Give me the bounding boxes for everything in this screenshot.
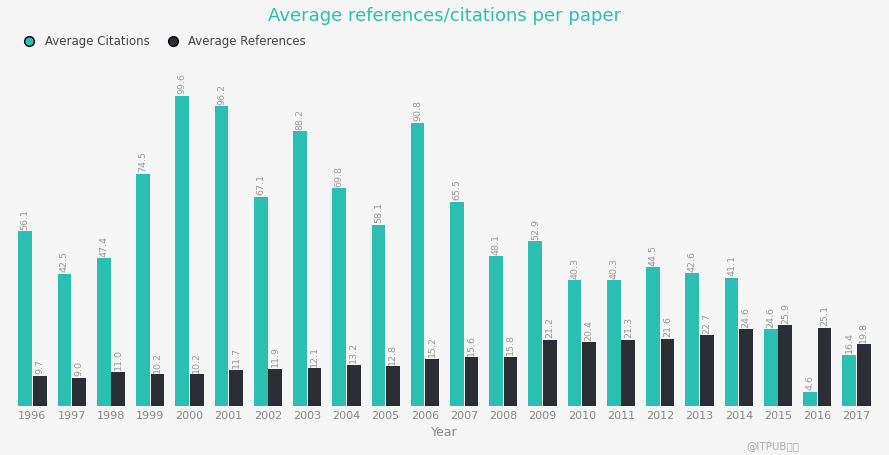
Bar [818, 328, 831, 406]
Text: 25.9: 25.9 [781, 303, 789, 324]
Text: 11.9: 11.9 [270, 346, 280, 367]
Text: 21.3: 21.3 [624, 317, 633, 338]
Bar [764, 329, 778, 406]
Bar [489, 256, 503, 406]
Bar [450, 202, 464, 406]
Text: 99.6: 99.6 [178, 73, 187, 94]
X-axis label: Year: Year [431, 426, 458, 440]
Text: 20.4: 20.4 [585, 320, 594, 341]
Bar [33, 376, 46, 406]
Bar [332, 188, 346, 406]
Text: 40.3: 40.3 [609, 258, 619, 279]
Bar [803, 392, 817, 406]
Text: 9.0: 9.0 [75, 361, 84, 376]
Text: 67.1: 67.1 [256, 174, 265, 195]
Bar [646, 268, 660, 406]
Text: 11.0: 11.0 [114, 349, 123, 370]
Text: 15.8: 15.8 [506, 334, 515, 355]
Bar [72, 378, 86, 406]
Bar [111, 372, 125, 406]
Text: 10.2: 10.2 [192, 352, 201, 373]
Text: 96.2: 96.2 [217, 84, 226, 105]
Bar [150, 374, 164, 406]
Text: 24.6: 24.6 [766, 307, 775, 328]
Title: Average references/citations per paper: Average references/citations per paper [268, 7, 621, 25]
Bar [19, 231, 32, 406]
Bar [293, 131, 307, 406]
Bar [725, 278, 739, 406]
Text: 13.2: 13.2 [349, 342, 358, 364]
Text: 69.8: 69.8 [334, 166, 344, 187]
Bar [843, 355, 856, 406]
Text: 42.5: 42.5 [60, 251, 69, 272]
Bar [685, 273, 699, 406]
Text: 42.6: 42.6 [688, 251, 697, 272]
Bar [58, 273, 71, 406]
Bar [700, 335, 714, 406]
Text: 21.6: 21.6 [663, 316, 672, 337]
Text: 24.6: 24.6 [741, 307, 750, 328]
Bar [386, 366, 400, 406]
Bar [465, 357, 478, 406]
Text: 74.5: 74.5 [139, 152, 148, 172]
Text: 25.1: 25.1 [820, 305, 829, 326]
Text: 12.8: 12.8 [388, 344, 397, 364]
Text: 65.5: 65.5 [453, 179, 461, 200]
Bar [308, 368, 321, 406]
Bar [504, 357, 517, 406]
Bar [528, 241, 542, 406]
Text: 88.2: 88.2 [295, 109, 304, 130]
Text: 90.8: 90.8 [413, 101, 422, 121]
Text: 16.4: 16.4 [845, 332, 853, 354]
Text: 47.4: 47.4 [100, 236, 108, 257]
Bar [372, 225, 385, 406]
Text: @ITPUB博客: @ITPUB博客 [747, 441, 799, 451]
Legend: Average Citations, Average References: Average Citations, Average References [12, 30, 311, 53]
Bar [253, 197, 268, 406]
Bar [268, 369, 282, 406]
Bar [136, 174, 149, 406]
Text: 58.1: 58.1 [374, 202, 383, 223]
Text: 22.7: 22.7 [702, 313, 711, 334]
Bar [779, 325, 792, 406]
Text: 15.2: 15.2 [428, 336, 436, 357]
Text: 19.8: 19.8 [860, 322, 869, 343]
Text: 9.7: 9.7 [36, 359, 44, 374]
Text: 12.1: 12.1 [310, 346, 319, 367]
Bar [175, 96, 189, 406]
Bar [607, 280, 621, 406]
Text: 15.6: 15.6 [467, 335, 476, 356]
Bar [97, 258, 110, 406]
Bar [543, 340, 557, 406]
Bar [740, 329, 753, 406]
Bar [582, 343, 596, 406]
Text: 40.3: 40.3 [570, 258, 579, 279]
Text: 48.1: 48.1 [492, 233, 501, 254]
Bar [621, 339, 636, 406]
Text: 11.7: 11.7 [231, 347, 240, 368]
Bar [425, 359, 439, 406]
Bar [857, 344, 870, 406]
Text: 44.5: 44.5 [649, 245, 658, 266]
Bar [411, 123, 424, 406]
Bar [214, 106, 228, 406]
Bar [229, 369, 243, 406]
Text: 56.1: 56.1 [20, 209, 29, 230]
Text: 41.1: 41.1 [727, 255, 736, 276]
Bar [568, 280, 581, 406]
Text: 21.2: 21.2 [545, 318, 555, 339]
Text: 10.2: 10.2 [153, 352, 162, 373]
Text: 4.6: 4.6 [805, 375, 814, 390]
Bar [661, 339, 675, 406]
Text: 52.9: 52.9 [531, 218, 540, 240]
Bar [347, 365, 361, 406]
Bar [190, 374, 204, 406]
